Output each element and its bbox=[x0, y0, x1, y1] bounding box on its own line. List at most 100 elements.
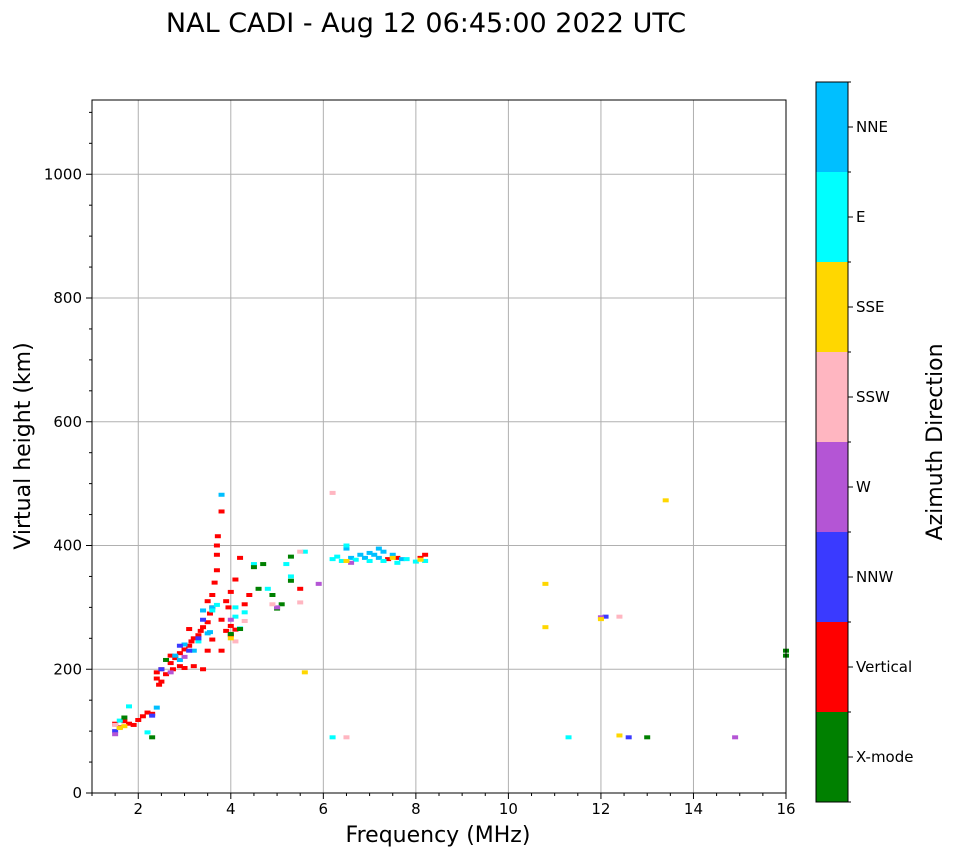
data-point-e bbox=[394, 560, 401, 565]
data-point-x-mode bbox=[269, 593, 276, 597]
data-point-w bbox=[732, 735, 739, 740]
data-point-nne bbox=[218, 492, 225, 497]
data-point-vertical bbox=[181, 647, 188, 652]
data-point-x-mode bbox=[237, 627, 244, 632]
data-point-ssw bbox=[241, 618, 248, 623]
colorbar: X-mode Vertical NNW W SSW SSE E NNE bbox=[815, 81, 913, 803]
data-point-x-mode bbox=[644, 735, 651, 740]
data-point-vertical bbox=[394, 555, 401, 560]
data-point-w bbox=[112, 732, 119, 737]
data-point-vertical bbox=[204, 648, 211, 653]
data-point-vertical bbox=[153, 670, 160, 675]
data-point-vertical bbox=[232, 577, 239, 582]
data-point-nne bbox=[389, 552, 396, 557]
data-point-e bbox=[329, 557, 336, 562]
data-point-nne bbox=[172, 653, 179, 658]
data-point-vertical bbox=[218, 617, 225, 622]
colorbar-segment bbox=[816, 352, 848, 442]
data-point-sse bbox=[616, 733, 623, 738]
data-point-vertical bbox=[158, 679, 165, 684]
y-tick-label: 800 bbox=[53, 289, 82, 307]
data-point-sse bbox=[301, 670, 308, 675]
data-point-e bbox=[116, 718, 123, 723]
data-point-e bbox=[380, 558, 387, 563]
y-tick-label: 200 bbox=[53, 660, 82, 678]
data-point-vertical bbox=[153, 676, 160, 681]
data-point-vertical bbox=[144, 710, 151, 715]
x-tick-label: 12 bbox=[591, 800, 610, 818]
data-point-w bbox=[274, 605, 281, 610]
data-point-ssw bbox=[297, 549, 304, 554]
colorbar-tick-label: SSE bbox=[856, 298, 885, 316]
colorbar-segment bbox=[816, 262, 848, 352]
data-point-e bbox=[301, 549, 308, 554]
data-point-vertical bbox=[167, 661, 174, 666]
data-point-x-mode bbox=[149, 735, 156, 740]
data-point-nne bbox=[153, 705, 160, 710]
colorbar-tick-label: Vertical bbox=[856, 658, 912, 676]
data-point-e bbox=[283, 562, 290, 567]
data-point-vertical bbox=[385, 557, 392, 562]
data-point-x-mode bbox=[287, 578, 294, 583]
chart-title: NAL CADI - Aug 12 06:45:00 2022 UTC bbox=[166, 8, 686, 39]
data-point-vertical bbox=[213, 568, 220, 573]
data-point-e bbox=[334, 554, 341, 559]
data-point-vertical bbox=[139, 714, 146, 719]
colorbar-tick-label: SSW bbox=[856, 388, 890, 406]
data-point-vertical bbox=[190, 664, 197, 669]
data-point-vertical bbox=[135, 717, 142, 722]
data-point-nnw bbox=[625, 735, 632, 740]
data-point-vertical bbox=[204, 620, 211, 625]
colorbar-segment bbox=[816, 82, 848, 172]
data-point-vertical bbox=[227, 589, 234, 594]
data-point-sse bbox=[343, 558, 350, 563]
data-point-nne bbox=[380, 549, 387, 554]
data-point-w bbox=[348, 560, 355, 565]
data-point-e bbox=[338, 558, 345, 563]
data-point-nnw bbox=[158, 667, 165, 672]
data-point-vertical bbox=[181, 666, 188, 671]
data-point-vertical bbox=[176, 664, 183, 669]
data-point-e bbox=[343, 543, 350, 548]
data-point-x-mode bbox=[255, 586, 262, 591]
data-point-vertical bbox=[209, 637, 216, 642]
data-point-nne bbox=[209, 605, 216, 610]
data-point-x-mode bbox=[260, 562, 267, 567]
data-point-vertical bbox=[186, 627, 193, 632]
data-point-w bbox=[181, 654, 188, 659]
data-point-nne bbox=[343, 546, 350, 551]
data-point-vertical bbox=[126, 721, 133, 726]
grid-lines bbox=[92, 100, 787, 794]
data-point-vertical bbox=[130, 722, 137, 727]
data-point-sse bbox=[389, 555, 396, 560]
data-point-vertical bbox=[167, 653, 174, 658]
data-point-nnw bbox=[176, 643, 183, 648]
data-point-vertical bbox=[241, 602, 248, 607]
data-point-x-mode bbox=[121, 715, 128, 720]
data-point-vertical bbox=[163, 672, 170, 677]
data-point-e bbox=[287, 574, 294, 579]
y-tick-label: 1000 bbox=[44, 165, 82, 183]
colorbar-tick-label: NNW bbox=[856, 568, 893, 586]
data-point-sse bbox=[542, 625, 549, 630]
data-point-vertical bbox=[200, 625, 207, 630]
colorbar-segment bbox=[816, 622, 848, 712]
data-point-e bbox=[422, 558, 429, 563]
colorbar-tick-label: E bbox=[856, 208, 865, 226]
data-point-nnw bbox=[195, 636, 202, 641]
data-point-vertical bbox=[227, 623, 234, 628]
data-point-e bbox=[241, 610, 248, 615]
data-point-vertical bbox=[197, 628, 204, 633]
data-point-vertical bbox=[422, 552, 429, 557]
data-point-nnw bbox=[602, 614, 609, 619]
y-axis-label: Virtual height (km) bbox=[11, 342, 36, 549]
data-point-vertical bbox=[204, 599, 211, 604]
data-point-e bbox=[250, 562, 257, 567]
data-point-w bbox=[315, 581, 322, 586]
data-point-vertical bbox=[218, 509, 225, 514]
data-point-vertical bbox=[232, 627, 239, 632]
colorbar-tick-label: X-mode bbox=[856, 748, 913, 766]
data-point-vertical bbox=[297, 586, 304, 591]
y-tick-label: 0 bbox=[72, 784, 82, 802]
